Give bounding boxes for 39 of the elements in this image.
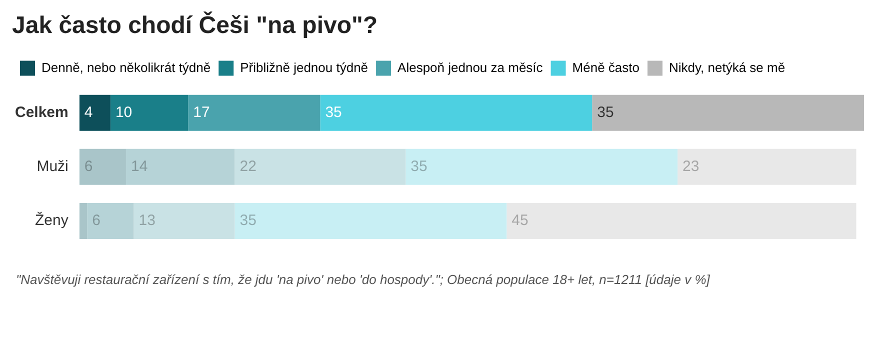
bar [87,202,134,239]
bar [406,148,678,185]
bar [188,94,320,131]
data-label: 35 [597,104,614,121]
bar [79,148,126,185]
data-label: 10 [115,104,132,121]
data-label: 17 [193,104,210,121]
data-label: 22 [240,158,256,176]
legend-label: Nikdy, netýká se mě [668,60,786,75]
data-label: 6 [92,212,100,230]
legend-label: Denně, nebo několikrát týdně [42,60,211,75]
bar [134,202,235,239]
data-label: 35 [240,212,256,230]
data-label: 35 [325,104,342,121]
chart-title: Jak často chodí Češi "na pivo"? [12,11,378,40]
y-tick-label: Muži [36,158,68,176]
text: "Navštěvuji restaurační zařízení s tím, že jdu 'na pivo' nebo 'do hospody'."; Obecná populace 18+ let, n=1211 [údaje v %] [15,272,711,287]
bar [234,202,507,239]
bar [234,148,406,185]
bar [506,202,856,239]
data-label: 4 [84,104,93,121]
data-label: 6 [84,158,93,176]
data-label: 23 [682,158,700,176]
bar [678,148,856,185]
bar [592,94,864,131]
bar [320,94,592,131]
data-label: 14 [130,158,148,176]
data-label: 45 [512,212,528,230]
legend-label: Alespoň jednou za měsíc [398,60,544,75]
data-label: 35 [410,158,428,176]
data-label: 13 [138,212,156,230]
bar [79,202,88,239]
y-tick-label: Celkem [14,104,68,121]
legend-label: Přibližně jednou týdně [240,60,368,75]
y-tick-label: Ženy [35,211,69,230]
bar [126,148,235,185]
bar [79,94,110,131]
legend-label: Méně často [572,60,640,75]
bar [110,94,188,131]
